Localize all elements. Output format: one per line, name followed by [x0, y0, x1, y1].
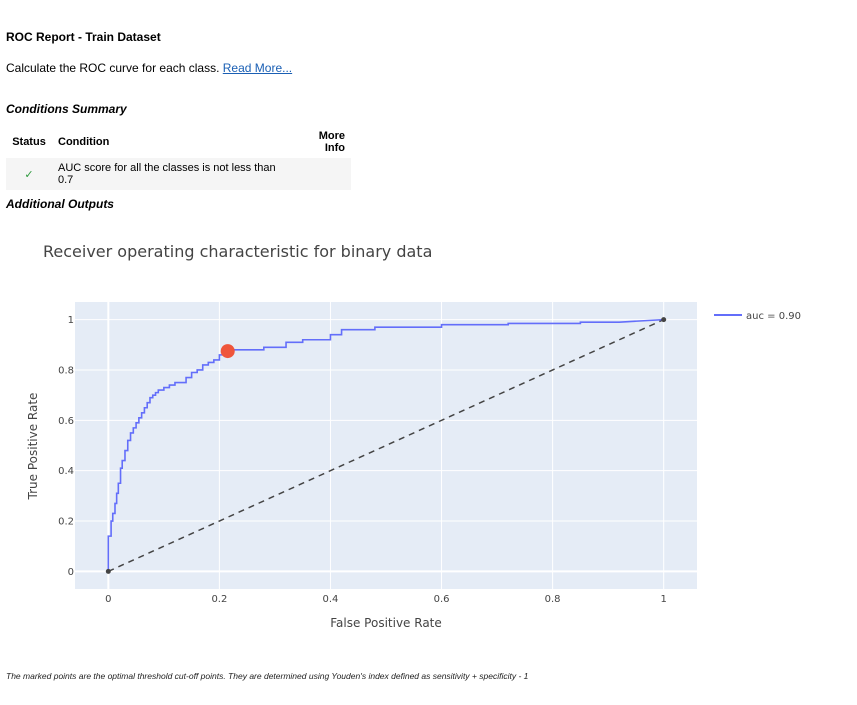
read-more-link[interactable]: Read More...	[222, 61, 293, 75]
x-tick-label: 1	[660, 594, 666, 605]
additional-outputs-heading: Additional Outputs	[6, 197, 114, 211]
y-gridlines	[75, 319, 697, 573]
report-description: Calculate the ROC curve for each class. …	[6, 61, 292, 75]
x-tick-labels: 0 0.2 0.4 0.6 0.8 1	[105, 594, 667, 605]
report-title: ROC Report - Train Dataset	[6, 30, 161, 44]
y-axis-label: True Positive Rate	[26, 393, 40, 501]
reference-start-marker	[105, 568, 111, 574]
legend[interactable]: auc = 0.90	[714, 311, 801, 322]
table-row: ✓ AUC score for all the classes is not l…	[6, 158, 351, 190]
conditions-table: Status Condition More Info ✓ AUC score f…	[6, 126, 351, 190]
roc-series-line	[107, 318, 664, 572]
x-tick-label: 0.6	[434, 594, 450, 605]
more-info-header: More Info	[318, 130, 345, 154]
y-tick-label: 0.8	[58, 365, 74, 376]
y-tick-label: 0.6	[58, 416, 74, 427]
y-tick-label: 0	[68, 567, 74, 578]
x-tick-label: 0.8	[545, 594, 561, 605]
y-tick-label: 1	[68, 315, 74, 326]
conditions-summary-heading: Conditions Summary	[6, 102, 127, 116]
y-tick-labels: 0 0.2 0.4 0.6 0.8 1	[58, 315, 74, 578]
x-tick-label: 0	[105, 594, 111, 605]
footnote: The marked points are the optimal thresh…	[6, 671, 529, 681]
y-tick-label: 0.4	[58, 466, 74, 477]
x-axis-label: False Positive Rate	[330, 616, 442, 630]
status-header: Status	[12, 136, 46, 148]
legend-label: auc = 0.90	[746, 311, 801, 322]
y-tick-label: 0.2	[58, 517, 74, 528]
plot-area	[75, 302, 697, 589]
description-text: Calculate the ROC curve for each class.	[6, 61, 220, 75]
optimal-threshold-point	[220, 344, 235, 359]
condition-cell: AUC score for all the classes is not les…	[52, 158, 291, 190]
more-info-cell	[290, 158, 351, 190]
reference-end-marker	[661, 317, 667, 323]
x-tick-label: 0.4	[323, 594, 339, 605]
roc-chart: Receiver operating characteristic for bi…	[26, 242, 801, 630]
chart-title: Receiver operating characteristic for bi…	[43, 242, 432, 261]
check-icon: ✓	[6, 158, 52, 190]
x-tick-label: 0.2	[211, 594, 227, 605]
reference-diagonal-line	[108, 318, 664, 573]
condition-header: Condition	[58, 136, 110, 148]
conditions-header-row: Status Condition More Info	[6, 126, 351, 158]
